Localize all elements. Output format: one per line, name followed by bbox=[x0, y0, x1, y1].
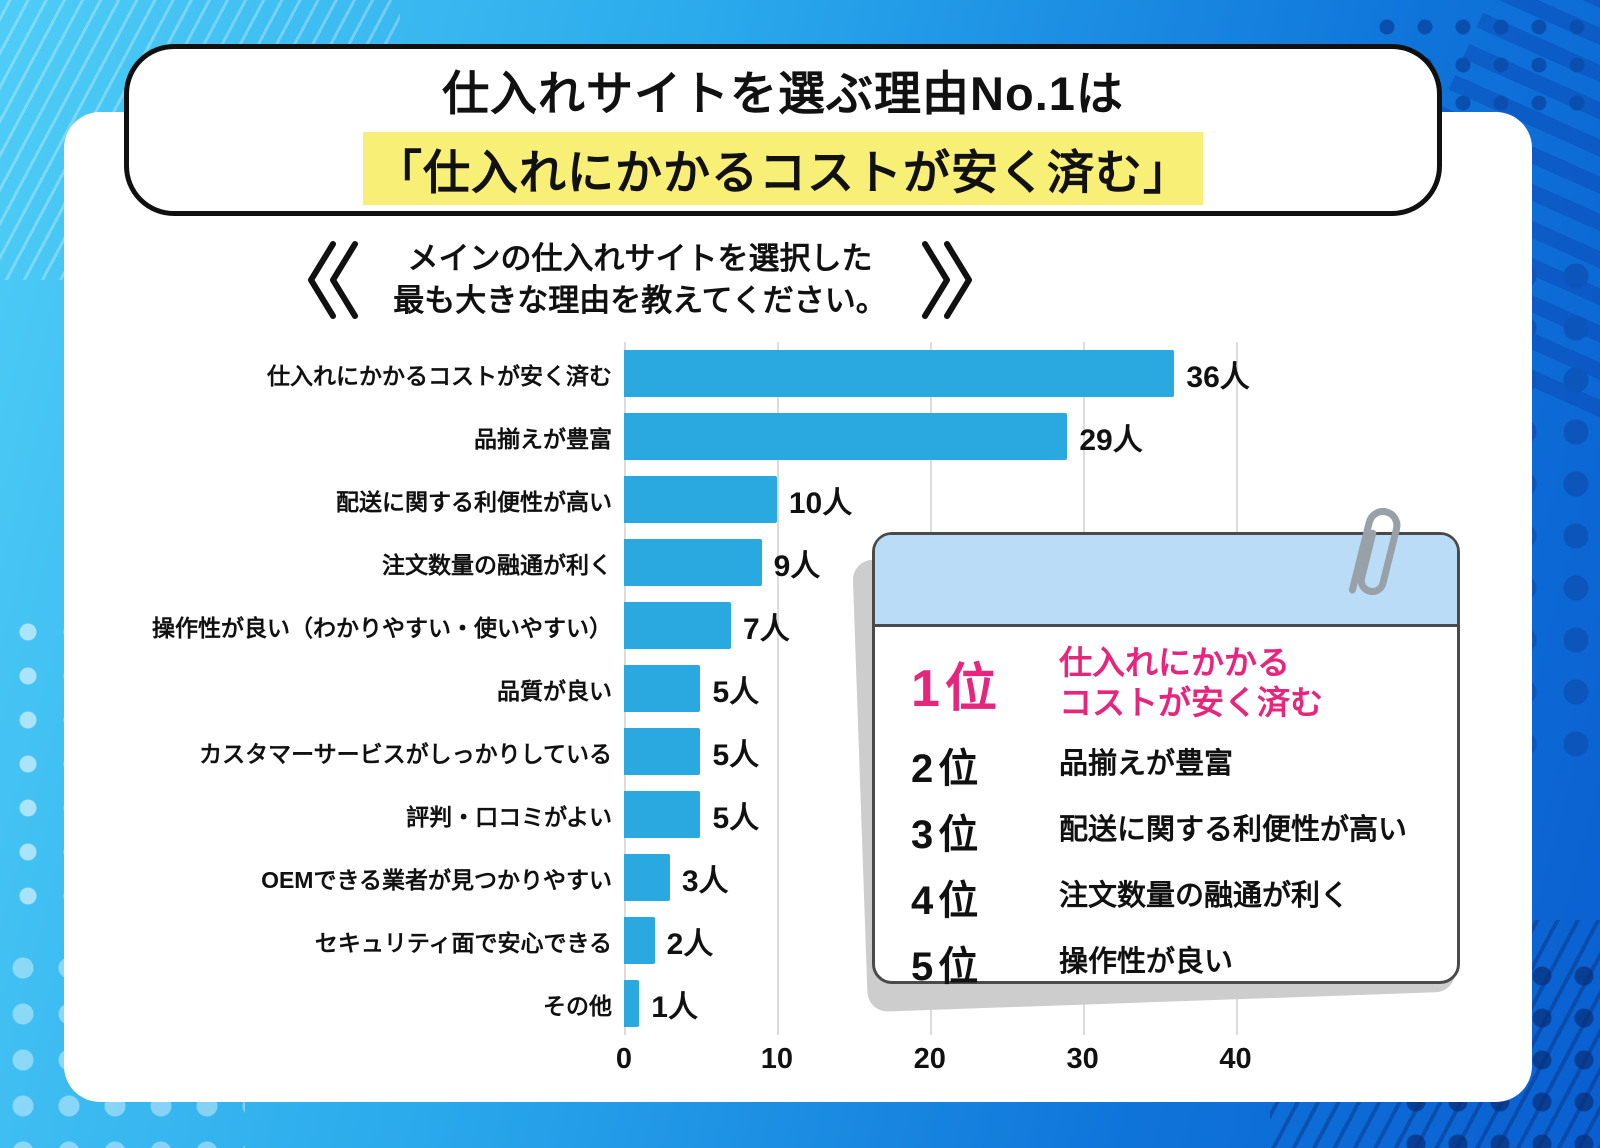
rank-row: 3位 配送に関する利便性が高い bbox=[911, 802, 1433, 860]
bar-category-label: OEMできる業者が見つかりやすい bbox=[261, 866, 612, 893]
x-axis-tick-label: 20 bbox=[913, 1043, 946, 1075]
bar-chart: 仕入れにかかるコストが安く済む 品揃えが豊富 配送に関する利便性が高い 注文数量の融通… bbox=[132, 342, 1312, 1089]
title-line-2-highlighted: 「仕入れにかかるコストが安く済む」 bbox=[363, 132, 1203, 205]
bar-value-label: 10人 bbox=[788, 486, 853, 520]
survey-question-text: メインの仕入れサイトを選択した 最も大きな理由を教えてください。 bbox=[393, 238, 887, 322]
bar bbox=[624, 728, 701, 775]
bar-value-label: 7人 bbox=[743, 612, 790, 646]
rank-row: 4位 注文数量の融通が利く bbox=[911, 868, 1433, 926]
bar-row: 10人 bbox=[624, 468, 1312, 531]
bar bbox=[624, 980, 640, 1027]
chart-bars: 36人 29人 10人 9人 7人 5人 5人 5人 3人 2人 1人 bbox=[624, 342, 1312, 1035]
ranking-card: 1位 仕入れにかかる コストが安く済む 2位 品揃えが豊富 3位 配送に関する利便性が高い 4… bbox=[872, 508, 1460, 989]
bar-row: 3人 bbox=[624, 846, 1312, 909]
x-axis-tick-label: 40 bbox=[1219, 1043, 1252, 1075]
bar-row: 29人 bbox=[624, 405, 1312, 468]
bar bbox=[624, 413, 1068, 460]
bar-value-label: 2人 bbox=[666, 927, 714, 961]
bar-category-label: 評判・口コミがよい bbox=[406, 803, 612, 830]
bar-value-label: 1人 bbox=[651, 990, 698, 1024]
rank-row: 1位 仕入れにかかる コストが安く済む bbox=[911, 643, 1433, 724]
rank-label: 配送に関する利便性が高い bbox=[1059, 813, 1408, 846]
x-axis-tick-label: 30 bbox=[1066, 1043, 1099, 1075]
rank-number: 1位 bbox=[911, 659, 1002, 718]
survey-question: メインの仕入れサイトを選択した 最も大きな理由を教えてください。 bbox=[0, 238, 1280, 322]
chart-x-axis: 0 10 20 30 40 bbox=[616, 1035, 1312, 1089]
rank-label: 操作性が良い bbox=[1059, 945, 1234, 978]
x-axis-tick-label: 0 bbox=[615, 1043, 633, 1075]
bar bbox=[624, 602, 732, 649]
bar-row: 2人 bbox=[624, 909, 1312, 972]
bar-row: 1人 bbox=[624, 972, 1312, 1035]
gridline bbox=[776, 342, 779, 1035]
bar-category-label: 品質が良い bbox=[497, 677, 612, 704]
bar-category-label: 操作性が良い（わかりやすい・使いやすい） bbox=[152, 614, 612, 641]
bar bbox=[624, 350, 1175, 397]
bar bbox=[624, 665, 701, 712]
title-box: 仕入れサイトを選ぶ理由No.1は 「仕入れにかかるコストが安く済む」 bbox=[124, 44, 1442, 216]
rank-label: 注文数量の融通が利く bbox=[1059, 879, 1350, 912]
bar-row: 5人 bbox=[624, 720, 1312, 783]
bar-category-label: カスタマーサービスがしっかりしている bbox=[199, 740, 612, 767]
bar-category-label: 品揃えが豊富 bbox=[474, 425, 612, 452]
rank-number: 5位 bbox=[911, 944, 984, 989]
bar-value-label: 5人 bbox=[712, 801, 760, 835]
double-chevron-left-icon bbox=[308, 241, 359, 319]
bar-category-label: その他 bbox=[543, 992, 612, 1019]
bar-value-label: 9人 bbox=[773, 549, 821, 583]
bar-row: 5人 bbox=[624, 657, 1312, 720]
title-line-1: 仕入れサイトを選ぶ理由No.1は bbox=[442, 67, 1124, 120]
bar-row: 7人 bbox=[624, 594, 1312, 657]
rank-number: 2位 bbox=[911, 746, 984, 791]
bar-value-label: 3人 bbox=[681, 864, 729, 898]
chart-category-labels: 仕入れにかかるコストが安く済む品揃えが豊富配送に関する利便性が高い注文数量の融通… bbox=[132, 342, 624, 1089]
bar-row: 36人 bbox=[624, 342, 1312, 405]
bar bbox=[624, 917, 655, 964]
chart-plot-area: 36人 29人 10人 9人 7人 5人 5人 5人 3人 2人 1人 0 10 20 30 40 bbox=[616, 342, 1312, 1089]
bar-row: 5人 bbox=[624, 783, 1312, 846]
double-chevron-right-icon bbox=[921, 241, 972, 319]
bar-category-label: セキュリティ面で安心できる bbox=[314, 929, 612, 956]
rank-row: 5位 操作性が良い bbox=[911, 934, 1433, 992]
rank-label: 品揃えが豊富 bbox=[1059, 747, 1234, 780]
survey-question-line-1: メインの仕入れサイトを選択した bbox=[407, 241, 873, 277]
rank-row: 2位 品揃えが豊富 bbox=[911, 736, 1433, 794]
bar-row: 9人 bbox=[624, 531, 1312, 594]
rank-label: 仕入れにかかる コストが安く済む bbox=[1059, 644, 1323, 722]
decor-dots-left bbox=[6, 610, 70, 920]
bar-value-label: 5人 bbox=[712, 738, 760, 772]
rank-number: 4位 bbox=[911, 878, 984, 923]
bar-category-label: 仕入れにかかるコストが安く済む bbox=[267, 362, 612, 389]
bar-value-label: 29人 bbox=[1079, 423, 1143, 457]
bar-value-label: 5人 bbox=[712, 675, 760, 709]
bar-category-label: 注文数量の融通が利く bbox=[382, 551, 612, 578]
ranking-list: 1位 仕入れにかかる コストが安く済む 2位 品揃えが豊富 3位 配送に関する利便性が高い 4… bbox=[875, 627, 1457, 1008]
paperclip-icon bbox=[1348, 508, 1401, 595]
x-axis-tick-label: 10 bbox=[760, 1043, 794, 1075]
bar bbox=[624, 854, 670, 901]
bar bbox=[624, 476, 777, 523]
bar bbox=[624, 539, 762, 586]
rank-number: 3位 bbox=[911, 812, 984, 857]
bar bbox=[624, 791, 701, 838]
bar-value-label: 36人 bbox=[1186, 360, 1250, 394]
bar-category-label: 配送に関する利便性が高い bbox=[336, 488, 612, 515]
survey-question-line-2: 最も大きな理由を教えてください。 bbox=[393, 283, 887, 318]
